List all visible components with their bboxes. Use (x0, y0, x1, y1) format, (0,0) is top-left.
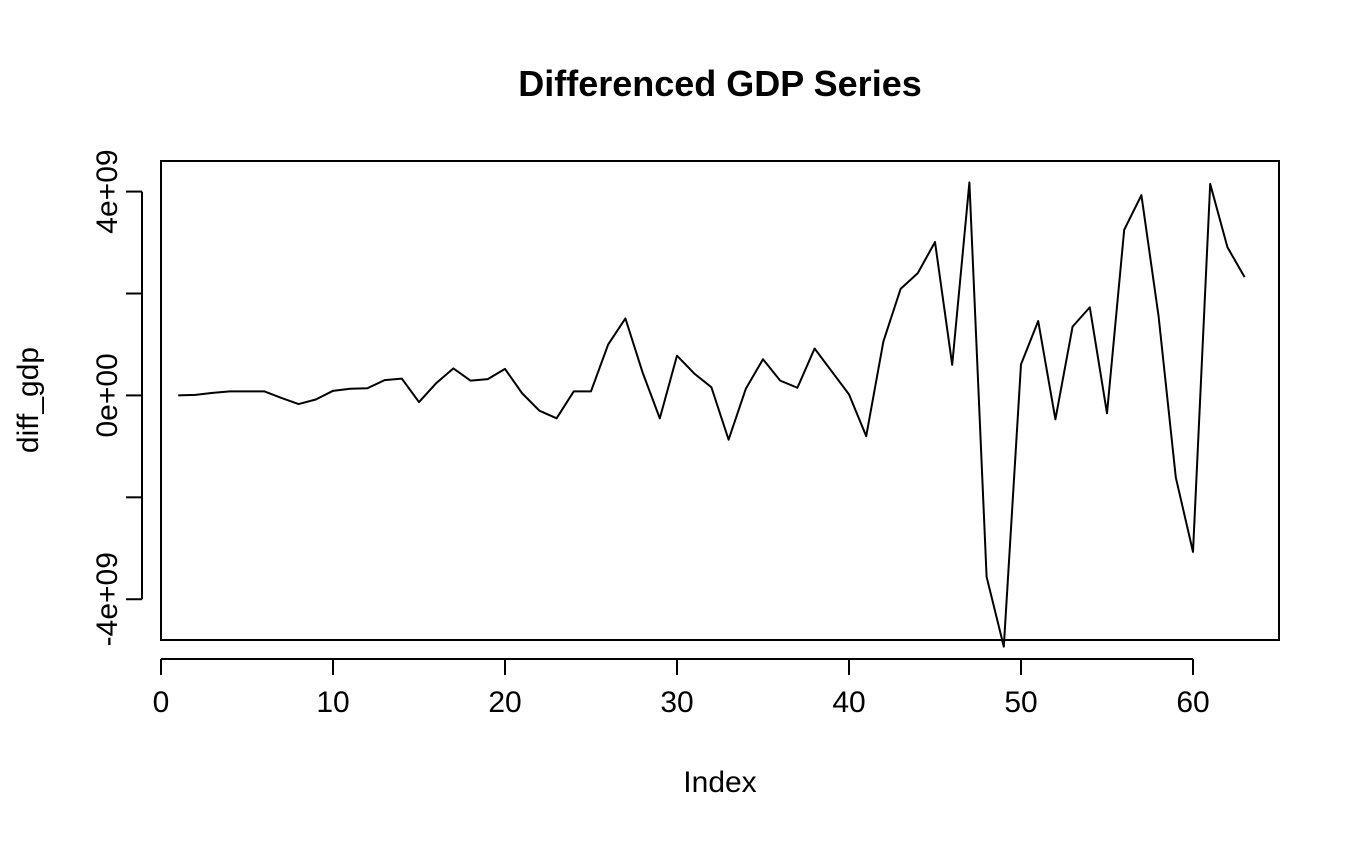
plot-frame (160, 160, 1280, 641)
x-tick-label: 40 (832, 686, 865, 719)
x-tick-label: 30 (660, 686, 693, 719)
y-tick-label: 4e+09 (91, 149, 124, 233)
x-tick-label: 0 (153, 686, 170, 719)
y-axis-label: diff_gdp (12, 347, 45, 453)
chart-title: Differenced GDP Series (518, 63, 922, 104)
x-tick-label: 20 (488, 686, 521, 719)
series-line-diff-gdp (178, 181, 1246, 648)
x-tick-label: 50 (1004, 686, 1037, 719)
y-axis: -4e+09 0e+00 4e+09 (91, 149, 143, 646)
y-tick-label: -4e+09 (91, 552, 124, 646)
x-axis: 0 10 20 30 40 50 60 (153, 658, 1210, 719)
x-tick-label: 10 (316, 686, 349, 719)
x-tick-label: 60 (1176, 686, 1209, 719)
x-axis-label: Index (683, 766, 756, 799)
y-tick-label: 0e+00 (91, 353, 124, 437)
